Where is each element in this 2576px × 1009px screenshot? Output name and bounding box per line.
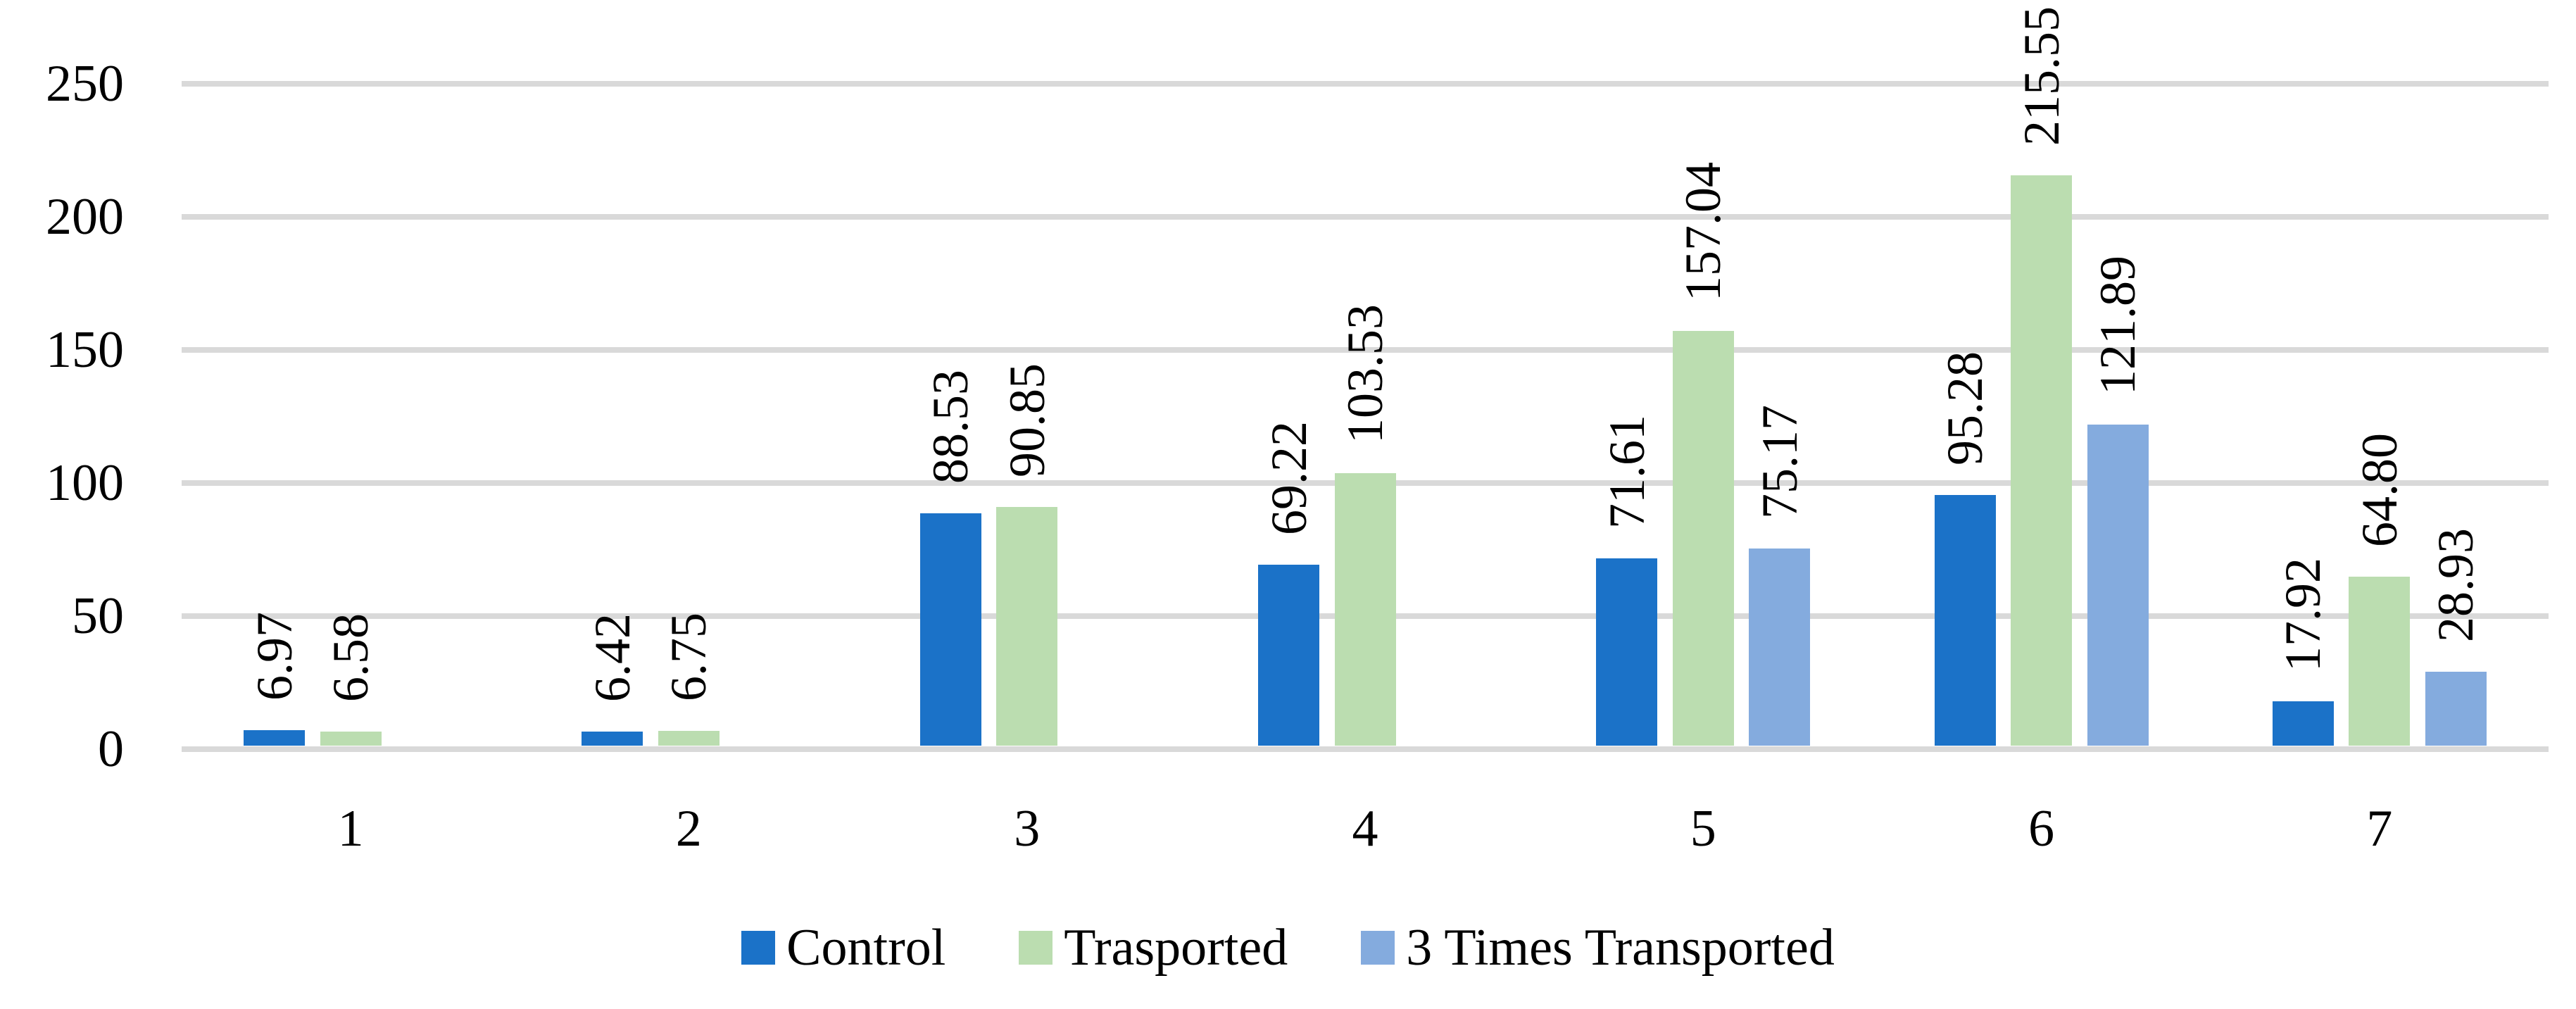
gridline-200 — [182, 213, 2549, 220]
y-axis-tick-150: 150 — [46, 320, 124, 379]
bar-series1-cat6 — [1934, 495, 1996, 746]
legend-item-3: 3 Times Transported — [1361, 920, 1835, 976]
value-label-series3-cat5: 75.17 — [1751, 405, 1808, 520]
x-axis-label-1: 1 — [337, 800, 364, 858]
value-label-series1-cat2: 6.42 — [584, 613, 641, 703]
value-label-series1-cat5: 71.61 — [1598, 414, 1655, 529]
legend-label: Trasported — [1064, 919, 1288, 977]
bar-series3-cat6 — [2087, 424, 2149, 746]
value-label-series1-cat6: 95.28 — [1937, 351, 1994, 466]
value-label-series2-cat1: 6.58 — [322, 613, 379, 702]
value-label-series2-cat6: 215.55 — [2013, 6, 2070, 146]
legend-label: Control — [786, 919, 946, 977]
y-axis-tick-250: 250 — [46, 54, 124, 113]
value-label-series1-cat4: 69.22 — [1260, 420, 1317, 535]
y-axis-tick-50: 50 — [72, 587, 124, 645]
bar-series3-cat5 — [1749, 549, 1811, 746]
value-label-series2-cat2: 6.75 — [660, 612, 717, 701]
legend-label: 3 Times Transported — [1406, 919, 1835, 977]
bar-series1-cat1 — [244, 730, 306, 746]
x-axis-label-6: 6 — [2028, 800, 2055, 858]
chart-legend: Control Trasported 3 Times Transported — [0, 920, 2576, 976]
legend-item-1: Control — [741, 920, 945, 976]
gridline-250 — [182, 80, 2549, 87]
bar-series2-cat7 — [2349, 576, 2411, 746]
value-label-series3-cat7: 28.93 — [2427, 528, 2484, 643]
value-label-series1-cat3: 88.53 — [922, 369, 979, 484]
bar-series1-cat2 — [582, 732, 643, 746]
value-label-series2-cat5: 157.04 — [1675, 161, 1732, 301]
bar-series1-cat5 — [1596, 558, 1658, 746]
bar-series2-cat2 — [658, 730, 720, 746]
x-axis-label-2: 2 — [675, 800, 702, 858]
x-axis-label-3: 3 — [1014, 800, 1041, 858]
y-axis-tick-200: 200 — [46, 187, 124, 246]
legend-swatch-icon — [1019, 931, 1053, 965]
x-axis-label-4: 4 — [1352, 800, 1378, 858]
y-axis-tick-0: 0 — [98, 720, 124, 778]
bar-series1-cat4 — [1258, 564, 1319, 746]
bar-series2-cat4 — [1334, 473, 1396, 746]
value-label-series2-cat3: 90.85 — [998, 363, 1055, 478]
bar-series1-cat7 — [2272, 701, 2334, 746]
bar-series2-cat6 — [2011, 175, 2073, 746]
value-label-series2-cat7: 64.80 — [2351, 432, 2408, 547]
value-label-series2-cat4: 103.53 — [1337, 304, 1393, 444]
x-axis-label-5: 5 — [1690, 800, 1716, 858]
value-label-series1-cat1: 6.97 — [246, 612, 303, 701]
value-label-series3-cat6: 121.89 — [2090, 255, 2147, 395]
bar-series1-cat3 — [919, 513, 981, 746]
value-label-series1-cat7: 17.92 — [2275, 557, 2332, 672]
x-axis-label-7: 7 — [2366, 800, 2393, 858]
legend-swatch-icon — [1361, 931, 1395, 965]
gridline-150 — [182, 346, 2549, 353]
gridline-0 — [182, 746, 2549, 752]
legend-item-2: Trasported — [1019, 920, 1288, 976]
bar-series2-cat3 — [996, 507, 1058, 746]
legend-swatch-icon — [741, 931, 776, 965]
y-axis-tick-100: 100 — [46, 453, 124, 512]
bar-series2-cat5 — [1672, 330, 1734, 746]
plot-area: 0 50 100 150 200 250 1 6.97 6.58 2 6.42 6.75 3 88.53 9… — [46, 6, 2549, 858]
bar-series2-cat1 — [320, 731, 382, 746]
bar-series3-cat7 — [2425, 672, 2487, 746]
